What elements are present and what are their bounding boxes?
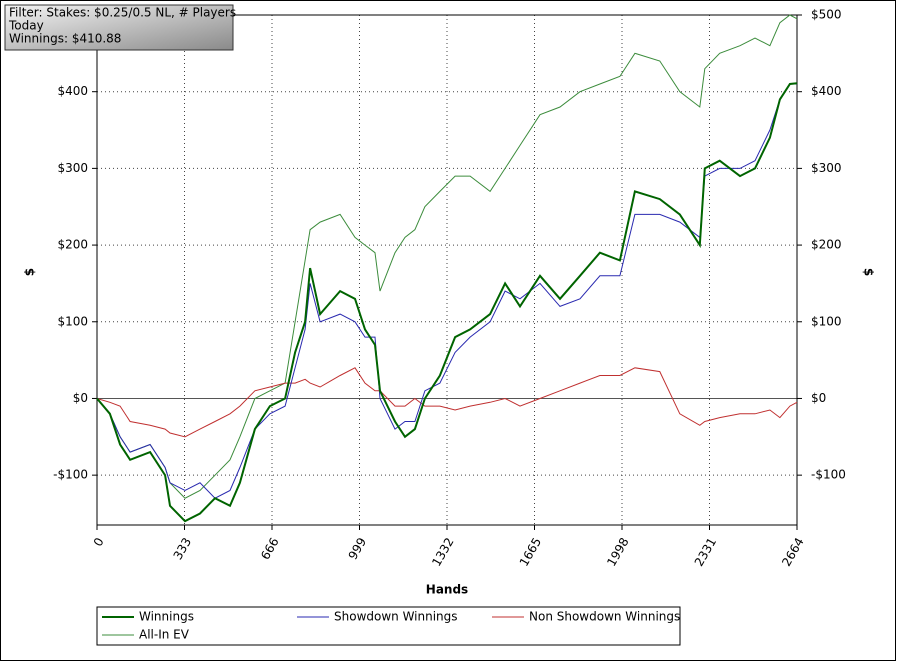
series-line	[96, 83, 797, 499]
legend	[96, 606, 681, 646]
series-line	[96, 82, 798, 523]
filter-text: Winnings: $410.88	[9, 32, 121, 46]
plot-border	[96, 14, 798, 526]
legend-label: Winnings	[139, 610, 194, 624]
filter-box	[4, 4, 234, 51]
y-tick-label: $100	[57, 314, 88, 328]
filter-text: Today	[8, 19, 44, 33]
series-line	[96, 367, 798, 438]
y-tick-label: $300	[57, 161, 88, 175]
y2-tick-label: $0	[811, 391, 826, 405]
legend-label: Showdown Winnings	[334, 610, 458, 624]
y-tick-label: $200	[57, 238, 88, 252]
legend-label: Non Showdown Winnings	[529, 610, 680, 624]
y2-tick-label: $400	[811, 84, 842, 98]
y-axis-title: $	[23, 268, 37, 276]
y2-tick-label: -$100	[811, 468, 846, 482]
y2-axis-title: $	[862, 268, 876, 276]
filter-text: Filter: Stakes: $0.25/0.5 NL, # Players	[9, 6, 236, 20]
legend-label: All-In EV	[139, 628, 190, 642]
x-axis-title: Hands	[426, 583, 468, 597]
y-tick-label: $400	[57, 84, 88, 98]
y-tick-label: $0	[73, 391, 88, 405]
y2-tick-label: $300	[811, 161, 842, 175]
y2-tick-label: $500	[811, 8, 842, 22]
y2-tick-label: $100	[811, 314, 842, 328]
y2-tick-label: $200	[811, 238, 842, 252]
y-tick-label: -$100	[53, 468, 88, 482]
series-line	[96, 14, 798, 499]
